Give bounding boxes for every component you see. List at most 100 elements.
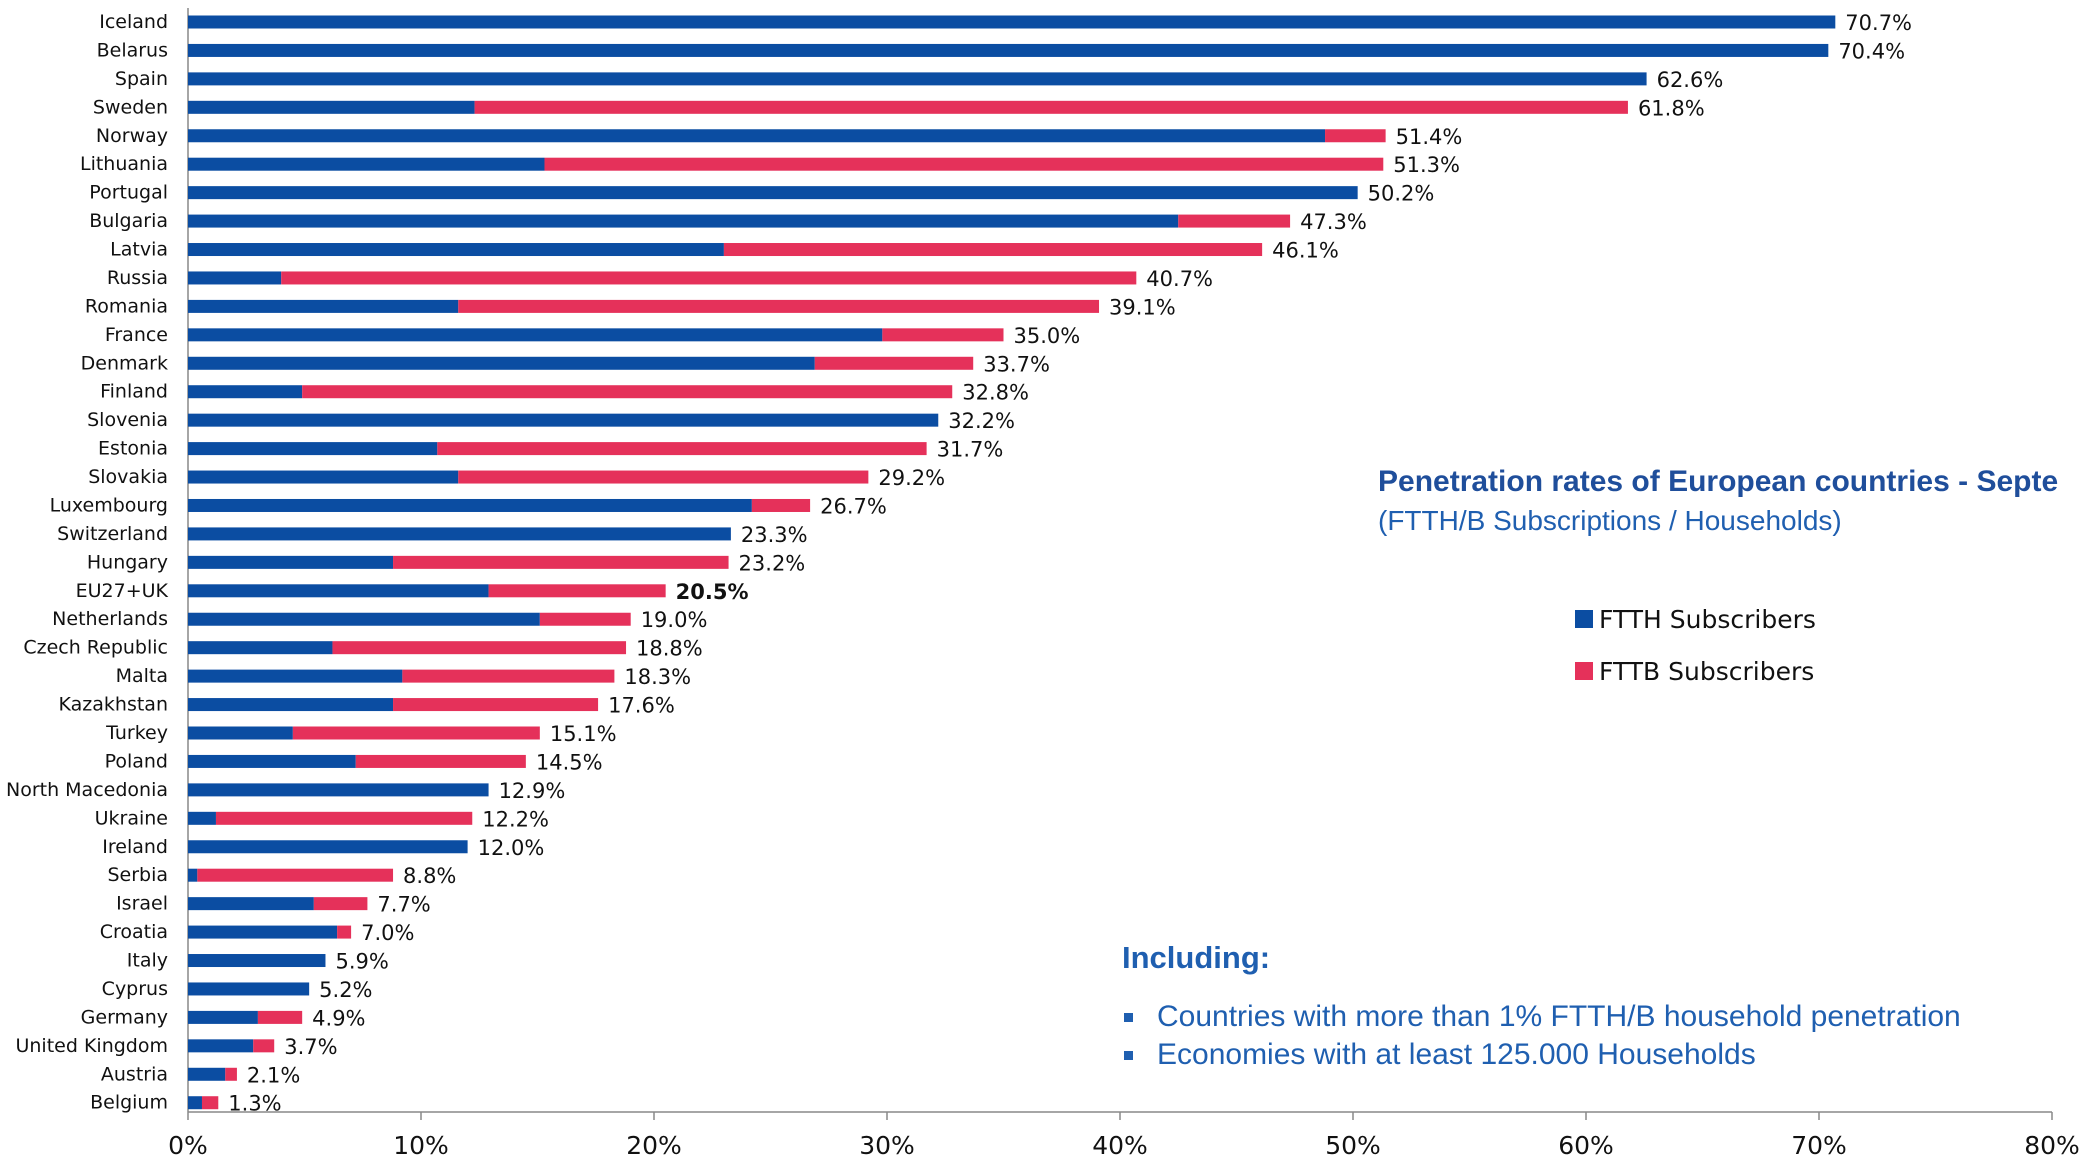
total-label: 12.9%	[499, 779, 566, 803]
total-label: 40.7%	[1146, 267, 1213, 291]
legend-label-fttb: FTTB Subscribers	[1599, 656, 1815, 686]
x-tick-label: 20%	[626, 1131, 682, 1160]
total-label: 3.7%	[284, 1035, 337, 1059]
category-label: Belarus	[97, 39, 168, 61]
bar-ftth	[188, 442, 438, 456]
category-label: Croatia	[100, 921, 168, 943]
category-label: Ukraine	[95, 807, 168, 829]
bar-fttb	[215, 811, 473, 825]
category-label: Netherlands	[52, 608, 168, 630]
total-label: 51.3%	[1393, 153, 1460, 177]
bar-ftth	[188, 157, 545, 171]
total-label: 32.2%	[948, 409, 1015, 433]
bar-ftth	[188, 186, 1358, 200]
note-text: Economies with at least 125.000 Househol…	[1157, 1038, 1756, 1071]
bar-fttb	[257, 1010, 303, 1024]
x-tick-label: 70%	[1791, 1131, 1847, 1160]
bar-fttb	[393, 555, 729, 569]
total-label: 17.6%	[608, 694, 675, 718]
category-label: Serbia	[107, 864, 168, 886]
bar-ftth	[188, 641, 333, 655]
total-label: 20.5%	[676, 580, 749, 604]
bar-fttb	[751, 498, 811, 512]
legend-swatch-ftth	[1575, 610, 1593, 628]
x-tick-label: 10%	[393, 1131, 449, 1160]
category-label: Cyprus	[102, 978, 168, 1000]
bar-ftth	[188, 612, 540, 626]
bar-ftth	[188, 954, 326, 968]
bar-ftth	[188, 527, 731, 541]
bar-fttb	[302, 385, 953, 399]
bar-fttb	[1325, 129, 1386, 143]
legend-label-ftth: FTTH Subscribers	[1599, 604, 1816, 634]
legend-swatch-fttb	[1575, 662, 1593, 680]
x-tick-label: 0%	[168, 1131, 208, 1160]
category-label: Austria	[101, 1063, 168, 1085]
x-tick-label: 50%	[1325, 1131, 1381, 1160]
total-label: 14.5%	[536, 750, 603, 774]
category-label: Hungary	[87, 551, 168, 573]
bar-fttb	[337, 925, 352, 939]
bar-fttb	[253, 1039, 275, 1053]
total-label: 39.1%	[1109, 295, 1176, 319]
category-label: Slovenia	[87, 409, 168, 431]
notes-heading: Including:	[1122, 940, 1271, 975]
bar-ftth	[188, 1010, 258, 1024]
bar-ftth	[188, 669, 403, 683]
total-label: 23.3%	[741, 523, 808, 547]
bar-fttb	[539, 612, 631, 626]
legend-item-ftth: FTTH Subscribers	[1575, 593, 1816, 645]
total-label: 5.2%	[319, 978, 372, 1002]
category-label: Poland	[105, 750, 168, 772]
total-label: 19.0%	[641, 608, 708, 632]
total-label: 70.4%	[1838, 39, 1905, 63]
bar-ftth	[188, 726, 293, 740]
category-label: United Kingdom	[15, 1035, 168, 1057]
total-label: 8.8%	[403, 864, 456, 888]
category-label: Latvia	[110, 239, 168, 261]
category-label: North Macedonia	[6, 779, 168, 801]
total-label: 2.1%	[247, 1063, 300, 1087]
category-label: Norway	[96, 125, 168, 147]
bar-fttb	[393, 698, 599, 712]
bar-ftth	[188, 1096, 202, 1110]
category-label: Germany	[81, 1006, 168, 1028]
bar-fttb	[292, 726, 540, 740]
note-item: Countries with more than 1% FTTH/B house…	[1122, 998, 1961, 1036]
bar-fttb	[488, 584, 666, 598]
legend-item-fttb: FTTB Subscribers	[1575, 645, 1816, 697]
bar-fttb	[201, 1096, 219, 1110]
bar-fttb	[225, 1067, 237, 1081]
bar-ftth	[188, 754, 356, 768]
bar-ftth	[188, 299, 459, 313]
category-label: Luxembourg	[50, 494, 168, 516]
total-label: 29.2%	[878, 466, 945, 490]
bar-ftth	[188, 584, 489, 598]
bar-fttb	[723, 243, 1263, 257]
bar-fttb	[281, 271, 1137, 285]
category-label: Czech Republic	[23, 637, 168, 659]
total-label: 62.6%	[1657, 68, 1724, 92]
total-label: 1.3%	[228, 1092, 281, 1116]
category-label: EU27+UK	[76, 580, 169, 602]
category-label: Bulgaria	[89, 210, 168, 232]
total-label: 51.4%	[1396, 125, 1463, 149]
note-text: Countries with more than 1% FTTH/B house…	[1157, 1000, 1961, 1033]
category-label: France	[105, 324, 168, 346]
bar-ftth	[188, 129, 1326, 143]
bar-fttb	[402, 669, 615, 683]
category-label: Russia	[107, 267, 168, 289]
total-label: 31.7%	[937, 438, 1004, 462]
category-label: Portugal	[89, 182, 168, 204]
bullet-icon	[1124, 1050, 1133, 1060]
total-label: 7.7%	[377, 893, 430, 917]
total-label: 5.9%	[335, 950, 388, 974]
category-label: Spain	[115, 68, 168, 90]
category-label: Turkey	[105, 722, 168, 744]
total-label: 50.2%	[1368, 182, 1435, 206]
total-label: 33.7%	[983, 352, 1050, 376]
chart-title: Penetration rates of European countries …	[1378, 465, 2059, 498]
category-label: Kazakhstan	[59, 694, 168, 716]
bar-ftth	[188, 868, 198, 882]
total-label: 23.2%	[739, 551, 806, 575]
